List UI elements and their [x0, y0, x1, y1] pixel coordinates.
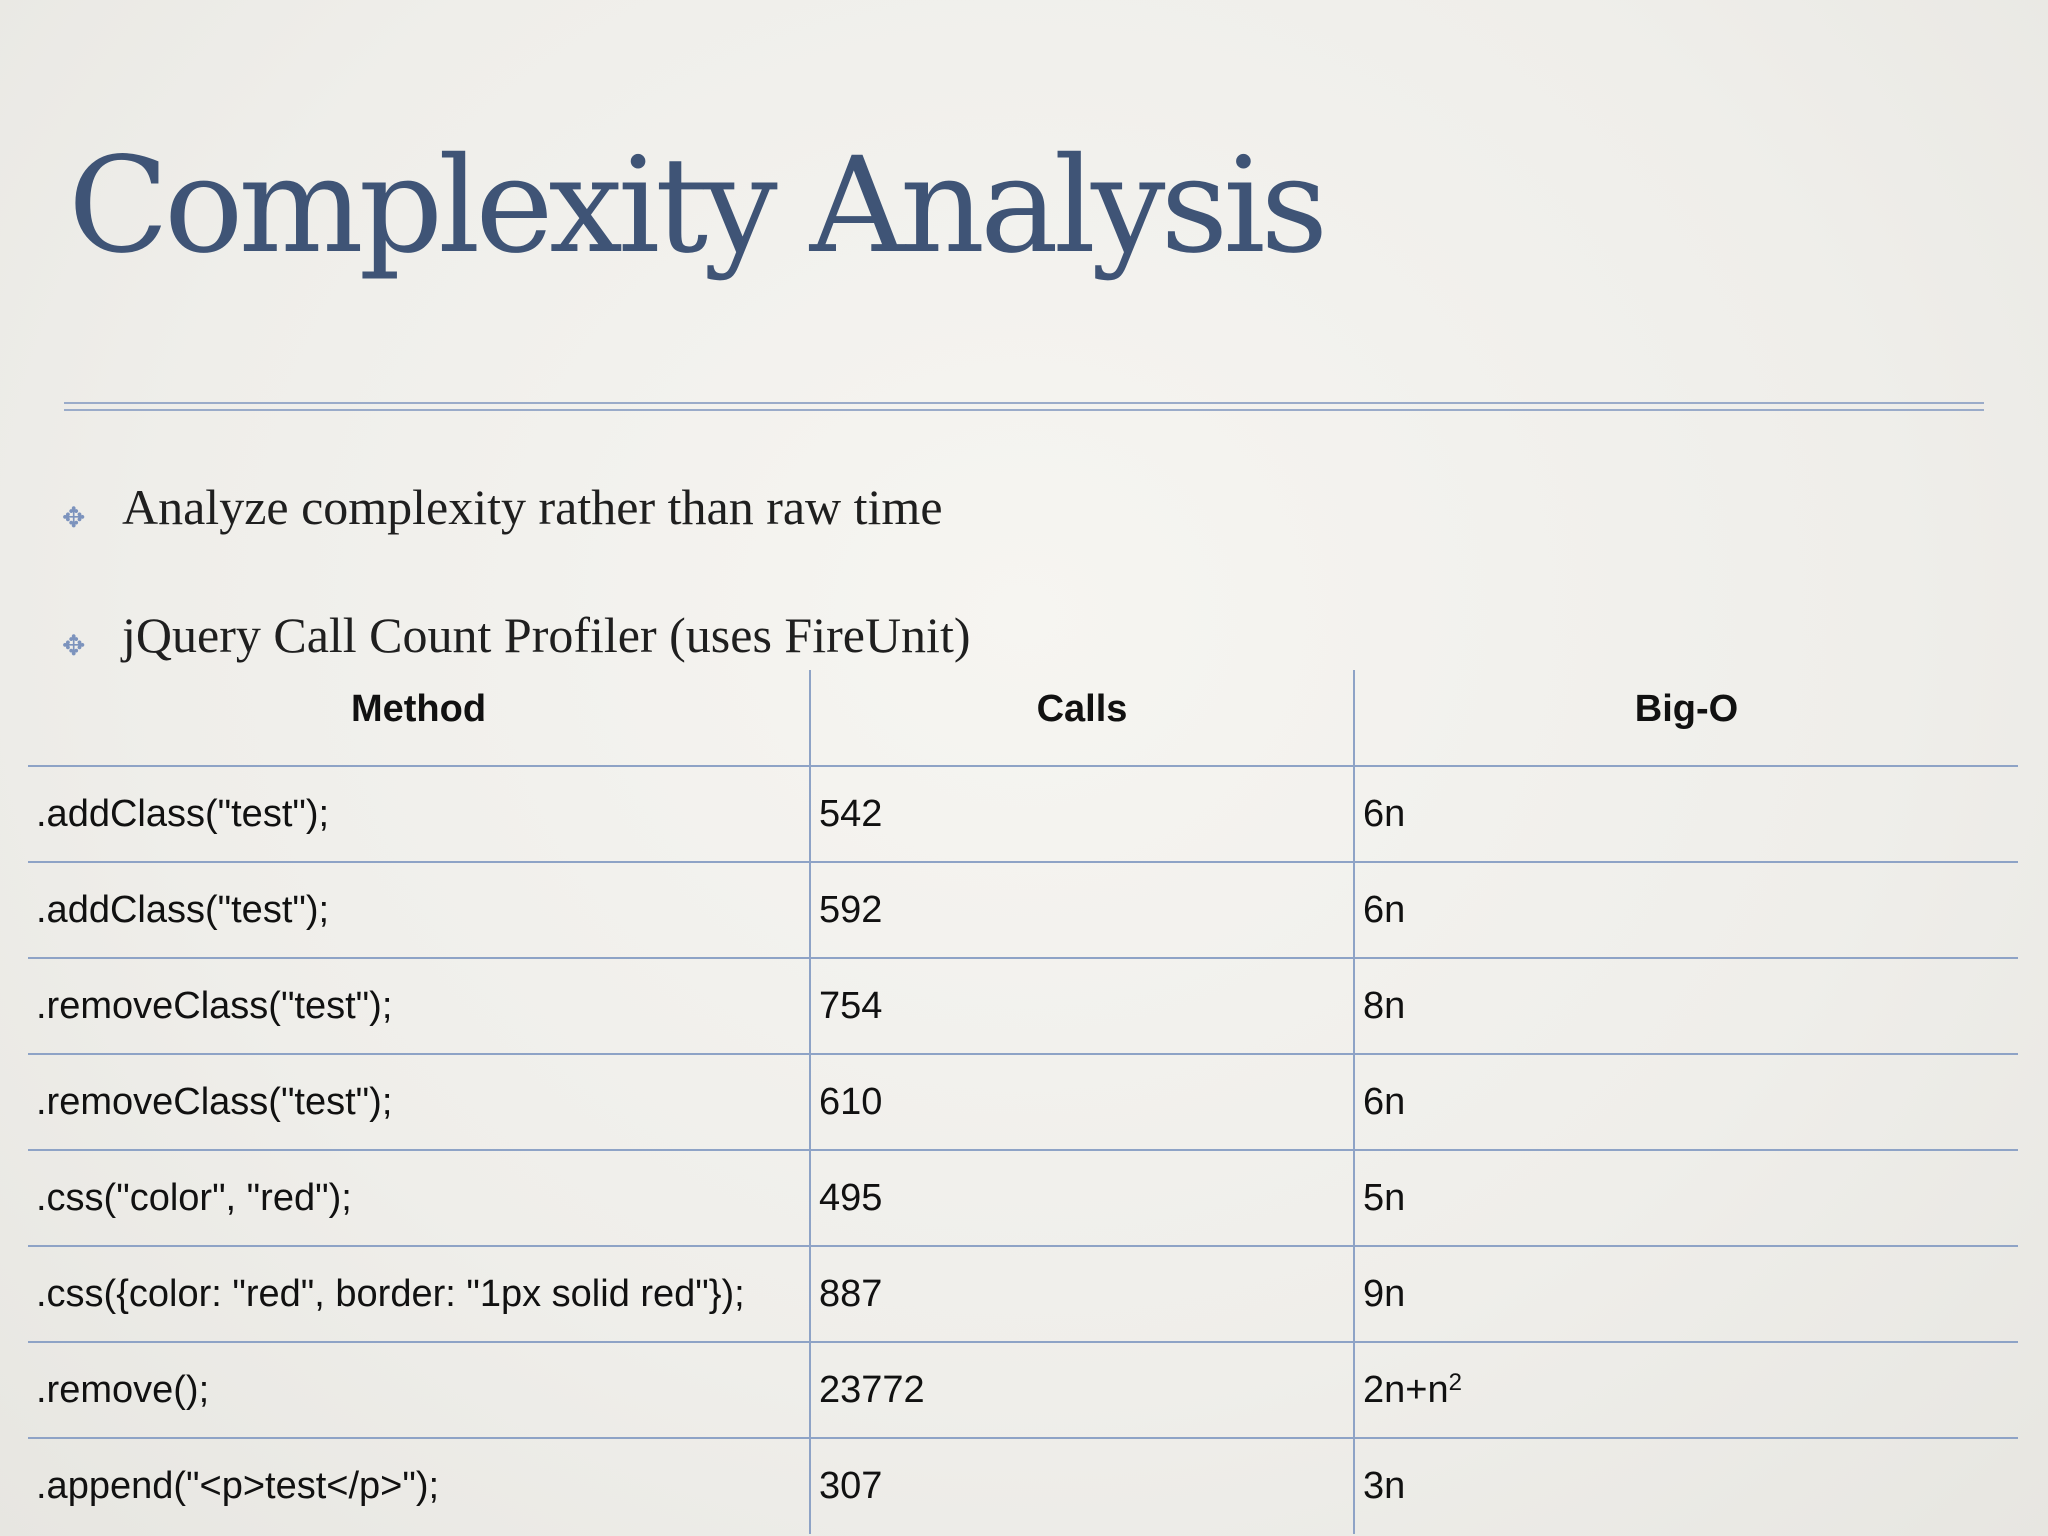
- method-cell: .css("color", "red");: [28, 1150, 810, 1247]
- big-o-cell: 9n: [1353, 1246, 2018, 1343]
- method-cell: .remove();: [28, 1342, 810, 1439]
- four-point-star-bullet-icon: ✥: [62, 501, 86, 534]
- calls-cell: 887: [809, 1246, 1354, 1343]
- table-body: .addClass("test"); 542 6n .addClass("tes…: [28, 766, 2018, 1534]
- bullet-list: ✥ Analyze complexity rather than raw tim…: [62, 480, 1962, 736]
- column-header-calls: Calls: [809, 670, 1354, 767]
- big-o-cell: 6n: [1353, 766, 2018, 863]
- calls-cell: 307: [809, 1438, 1354, 1534]
- calls-cell: 542: [809, 766, 1354, 863]
- table-row: .removeClass("test"); 610 6n: [28, 1054, 2018, 1151]
- method-cell: .addClass("test");: [28, 862, 810, 959]
- big-o-cell: 6n: [1353, 862, 2018, 959]
- calls-cell: 754: [809, 958, 1354, 1055]
- table-row: .remove(); 23772 2n+n2: [28, 1342, 2018, 1439]
- big-o-cell: 6n: [1353, 1054, 2018, 1151]
- bullet-item: ✥ jQuery Call Count Profiler (uses FireU…: [62, 608, 1962, 736]
- method-cell: .append("<p>test</p>");: [36, 1465, 440, 1507]
- calls-cell: 610: [809, 1054, 1354, 1151]
- four-point-star-bullet-icon: ✥: [62, 629, 86, 662]
- table-row: .addClass("test"); 592 6n: [28, 862, 2018, 959]
- table-header-row: Method Calls Big-O: [28, 670, 2018, 767]
- big-o-cell: 8n: [1353, 958, 2018, 1055]
- title-divider-top: [64, 402, 1984, 404]
- title-divider-bottom: [64, 409, 1984, 411]
- table-row: .removeClass("test"); 754 8n: [28, 958, 2018, 1055]
- calls-cell: 592: [809, 862, 1354, 959]
- calls-cell: 23772: [809, 1342, 1354, 1439]
- table-row: .css({color: "red", border: "1px solid r…: [28, 1246, 2018, 1343]
- table-row: .addClass("test"); 542 6n: [28, 766, 2018, 863]
- bullet-text: Analyze complexity rather than raw time: [122, 479, 943, 535]
- bullet-item: ✥ Analyze complexity rather than raw tim…: [62, 480, 1962, 608]
- method-cell: .removeClass("test");: [28, 1054, 810, 1151]
- method-cell: .css({color: "red", border: "1px solid r…: [28, 1246, 810, 1343]
- slide-title: Complexity Analysis: [68, 129, 1328, 283]
- column-header-big-o: Big-O: [1353, 670, 2018, 767]
- big-o-cell: 5n: [1353, 1150, 2018, 1247]
- big-o-cell: 3n: [1353, 1438, 2018, 1534]
- complexity-table: Method Calls Big-O .addClass("test"); 54…: [28, 670, 2018, 1534]
- table-row: .append("<p>test</p>"); 307 3n: [28, 1438, 2018, 1534]
- calls-cell: 495: [809, 1150, 1354, 1247]
- big-o-base: 2n+n: [1363, 1368, 1449, 1411]
- table-header: Method Calls Big-O: [28, 670, 2018, 767]
- big-o-exponent: 2: [1448, 1368, 1462, 1396]
- table-row: .css("color", "red"); 495 5n: [28, 1150, 2018, 1247]
- bullet-text: jQuery Call Count Profiler (uses FireUni…: [122, 607, 971, 663]
- big-o-cell: 2n+n2: [1353, 1342, 2018, 1439]
- method-cell: .addClass("test");: [28, 766, 810, 863]
- column-header-method: Method: [28, 670, 810, 767]
- method-cell: .removeClass("test");: [28, 958, 810, 1055]
